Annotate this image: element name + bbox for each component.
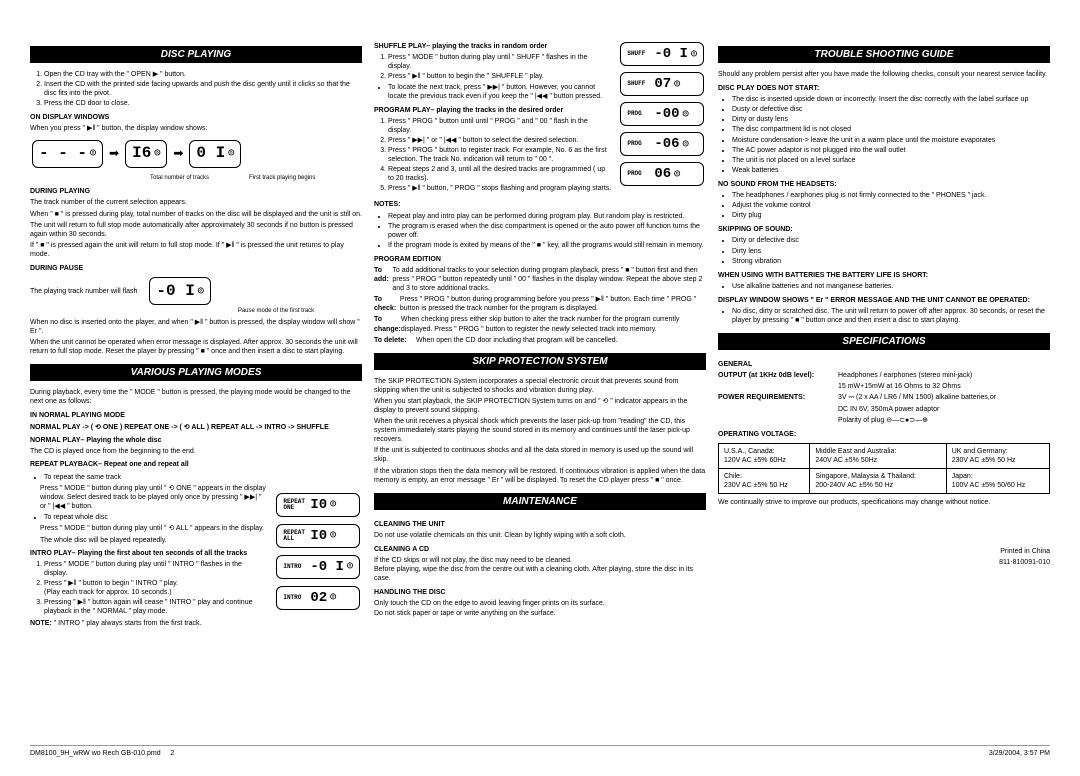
maintenance-header: MAINTENANCE — [374, 493, 706, 510]
skip-protection-header: SKIP PROTECTION SYSTEM — [374, 353, 706, 370]
column-1: DISC PLAYING Open the CD tray with the "… — [30, 40, 362, 730]
display-3: 0 I◎ — [189, 140, 241, 168]
disc-playing-header: DISC PLAYING — [30, 46, 362, 63]
on-display-title: ON DISPLAY WINDOWS — [30, 113, 362, 122]
various-modes-header: VARIOUS PLAYING MODES — [30, 364, 362, 381]
display-sequence: - - -◎ ➡ I6◎ ➡ 0 I◎ — [30, 138, 362, 170]
specifications-header: SPECIFICATIONS — [718, 333, 1050, 350]
column-2: SHUFFLE PLAY– playing the tracks in rand… — [374, 40, 706, 730]
disc-playing-steps: Open the CD tray with the " OPEN ▶ " but… — [30, 70, 362, 108]
mode-displays: REPEATONEI0◎ REPEATALLI0◎ INTRO-0 I◎ INT… — [274, 471, 362, 630]
display-captions: Total number of tracks First track playi… — [30, 174, 362, 183]
column-3: TROUBLE SHOOTING GUIDE Should any proble… — [718, 40, 1050, 730]
during-pause-title: DURING PAUSE — [30, 264, 362, 273]
page-footer: DM8100_9H_wRW wo Rech GB-010.pmd 2 3/29/… — [30, 745, 1050, 758]
display-2: I6◎ — [125, 140, 167, 168]
on-display-text: When you press " ▶‖ " button, the displa… — [30, 124, 362, 133]
voltage-table: U.S.A., Canada: 120V AC ±5% 60Hz Middle … — [718, 443, 1050, 494]
troubleshooting-header: TROUBLE SHOOTING GUIDE — [718, 46, 1050, 63]
program-displays: SHUFF-0 I◎ SHUFF07◎ PROG-00◎ PROG-06◎ PR… — [618, 40, 706, 195]
during-playing-title: DURING PLAYING — [30, 187, 362, 196]
display-1: - - -◎ — [32, 140, 103, 168]
pause-display: -0 I◎ — [149, 277, 210, 305]
page-columns: DISC PLAYING Open the CD tray with the "… — [30, 40, 1050, 730]
